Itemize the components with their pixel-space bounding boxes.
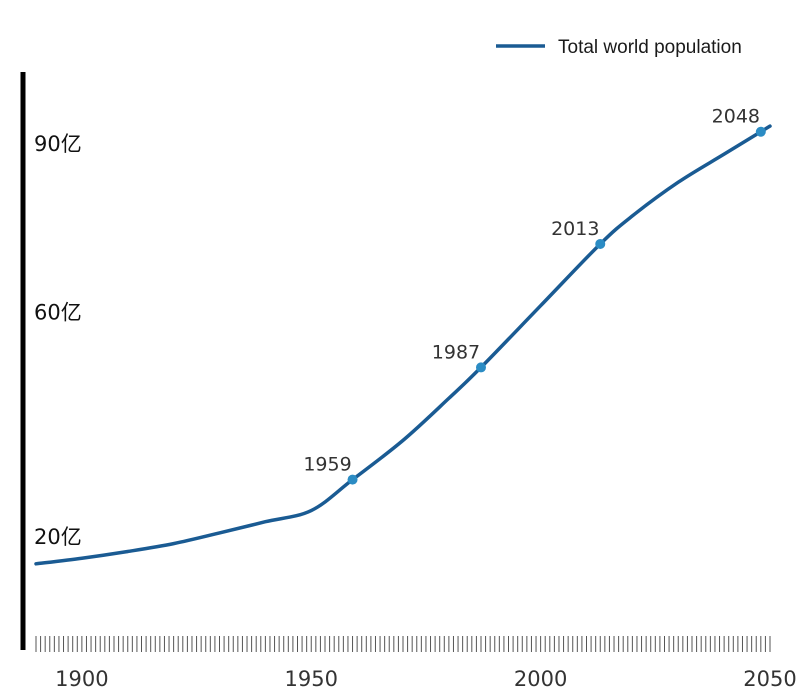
point-marker [347, 474, 358, 485]
point-marker [595, 238, 606, 249]
x-tick-label: 1900 [55, 667, 108, 691]
y-tick-label: 60亿 [34, 300, 82, 324]
y-axis-labels: 20亿 60亿 90亿 [34, 132, 82, 549]
series-line [34, 124, 772, 566]
x-axis-labels: 1900 1950 2000 2050 [55, 667, 797, 691]
x-tick-label: 1950 [285, 667, 338, 691]
legend: Total world population [496, 37, 742, 58]
y-tick-label: 90亿 [34, 132, 82, 156]
x-tick-label: 2000 [514, 667, 567, 691]
x-axis-ticks [35, 636, 771, 652]
point-label: 2013 [551, 218, 599, 240]
point-label: 1987 [432, 341, 480, 363]
highlighted-points: 1959 1987 2013 2048 [303, 106, 766, 485]
legend-label: Total world population [558, 37, 742, 58]
point-marker [475, 362, 486, 373]
point-marker [755, 126, 766, 137]
point-label: 1959 [303, 454, 351, 476]
point-label: 2048 [712, 106, 760, 128]
x-tick-label: 2050 [743, 667, 796, 691]
y-tick-label: 20亿 [34, 525, 82, 549]
